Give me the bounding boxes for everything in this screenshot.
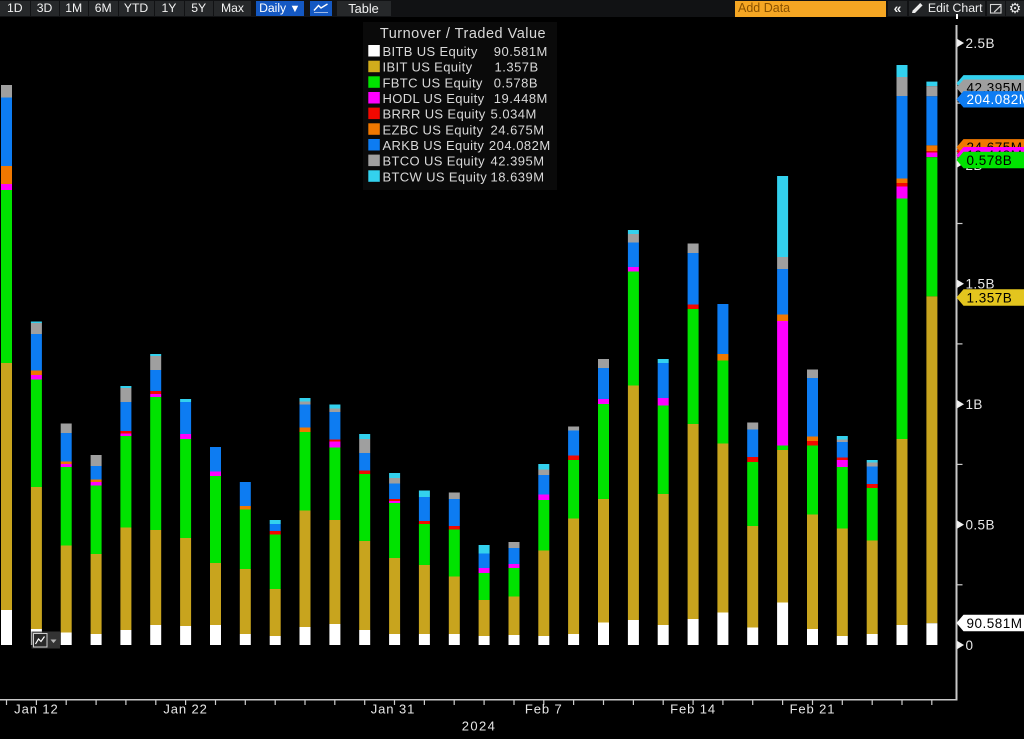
svg-text:18.639M: 18.639M <box>491 169 545 184</box>
svg-text:Jan 22: Jan 22 <box>163 702 207 717</box>
svg-text:ARKB US Equity: ARKB US Equity <box>383 138 485 153</box>
svg-text:0.578B: 0.578B <box>967 153 1013 168</box>
svg-text:BITB US Equity: BITB US Equity <box>383 44 478 59</box>
svg-text:Jan 12: Jan 12 <box>14 702 58 717</box>
svg-text:HODL US Equity: HODL US Equity <box>383 91 485 106</box>
svg-text:Turnover / Traded Value: Turnover / Traded Value <box>380 26 546 42</box>
svg-text:0.578B: 0.578B <box>494 75 538 90</box>
svg-text:1.357B: 1.357B <box>967 290 1013 305</box>
svg-text:1.5B: 1.5B <box>966 277 995 292</box>
svg-text:FBTC US Equity: FBTC US Equity <box>383 75 483 90</box>
svg-text:Feb 14: Feb 14 <box>670 702 716 717</box>
svg-text:Feb 7: Feb 7 <box>525 702 563 717</box>
svg-text:2.5B: 2.5B <box>966 36 995 51</box>
svg-text:2024: 2024 <box>462 719 497 734</box>
svg-text:EZBC US Equity: EZBC US Equity <box>383 122 484 137</box>
svg-text:24.675M: 24.675M <box>491 122 545 137</box>
svg-text:BTCO US Equity: BTCO US Equity <box>383 154 486 169</box>
svg-text:Feb 21: Feb 21 <box>790 702 836 717</box>
svg-text:5.034M: 5.034M <box>491 107 537 122</box>
svg-text:1.357B: 1.357B <box>495 60 539 75</box>
svg-text:0: 0 <box>966 638 974 653</box>
svg-text:204.082M: 204.082M <box>967 92 1024 107</box>
svg-text:19.448M: 19.448M <box>494 91 548 106</box>
svg-text:BRRR US Equity: BRRR US Equity <box>383 107 486 122</box>
svg-text:0.5B: 0.5B <box>966 517 995 532</box>
svg-text:1B: 1B <box>966 397 983 412</box>
svg-text:BTCW US Equity: BTCW US Equity <box>383 169 488 184</box>
svg-text:42.395M: 42.395M <box>491 154 545 169</box>
svg-text:204.082M: 204.082M <box>489 138 551 153</box>
svg-text:Jan 31: Jan 31 <box>371 702 415 717</box>
svg-text:90.581M: 90.581M <box>494 44 548 59</box>
svg-text:IBIT US Equity: IBIT US Equity <box>383 60 473 75</box>
svg-text:90.581M: 90.581M <box>967 616 1023 631</box>
